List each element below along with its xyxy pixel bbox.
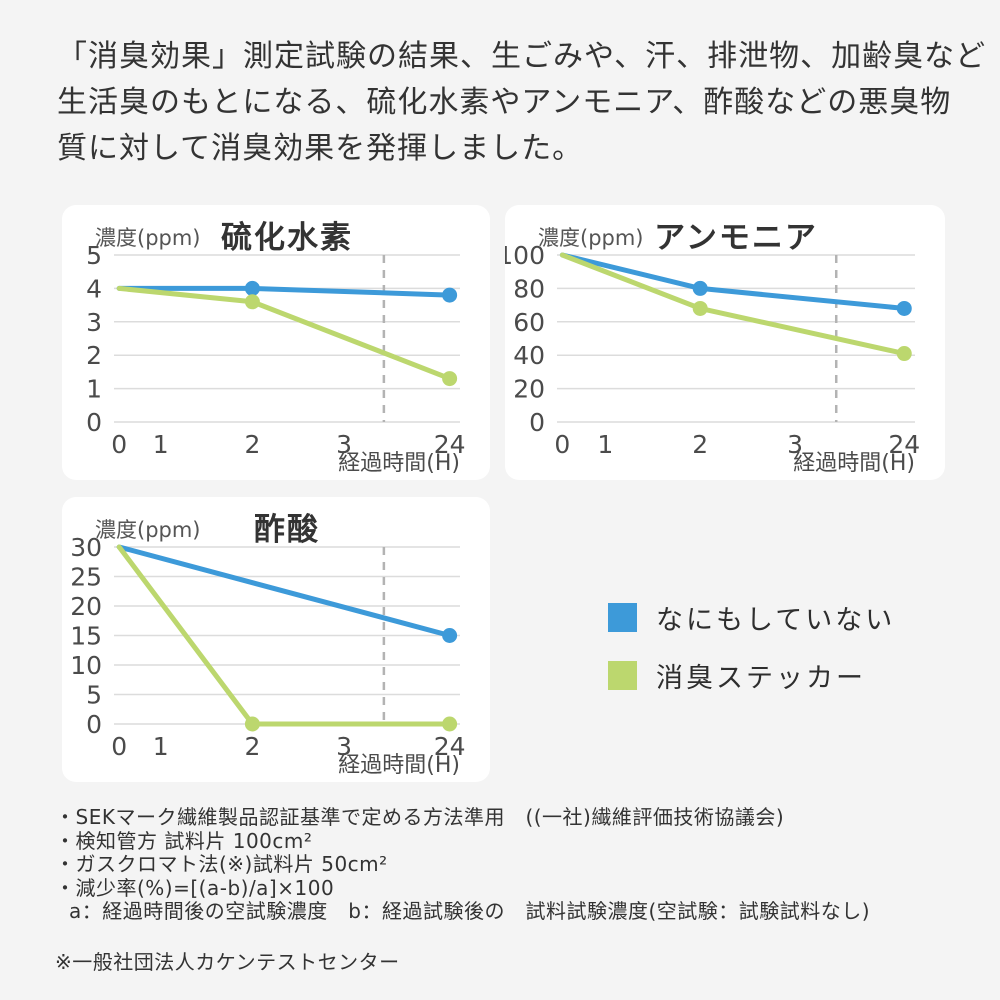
svg-text:40: 40 [513,341,545,370]
svg-text:濃度(ppm): 濃度(ppm) [95,226,201,250]
svg-text:2: 2 [86,341,102,370]
svg-text:10: 10 [70,651,102,680]
svg-text:経過時間(H): 経過時間(H) [338,753,460,778]
footnote-detection-tube: ・検知管方 試料片 100cm² [55,828,313,853]
intro-text-line-1: 「消臭効果」測定試験の結果、生ごみや、汗、排泄物、加齢臭など [57,39,987,74]
svg-text:5: 5 [86,681,102,710]
svg-text:30: 30 [70,533,102,562]
svg-text:0: 0 [529,408,545,437]
svg-text:60: 60 [513,308,545,337]
svg-text:3: 3 [336,430,352,459]
footnote-gas-chromatography: ・ガスクロマト法(※)試料片 50cm² [55,852,388,876]
svg-text:1: 1 [153,430,169,459]
svg-text:1: 1 [597,430,613,459]
svg-text:濃度(ppm): 濃度(ppm) [538,226,644,250]
svg-text:100: 100 [505,241,545,270]
svg-text:2: 2 [692,430,708,459]
svg-text:20: 20 [70,592,102,621]
svg-text:1: 1 [153,732,169,761]
footnotes: ・SEKマーク繊維製品認証基準で定める方法準用 ((一社)繊維評価技術協議会) … [55,805,871,974]
ammonia-chart-card: 100 80 60 40 20 0 0 1 2 3 24 アンモニア 濃度(ppm) 経過時間(H) [505,205,945,480]
svg-text:1: 1 [86,375,102,404]
legend-item-untreated: なにもしていない [608,598,895,637]
svg-text:酢酸: 酢酸 [254,512,320,548]
intro-text: 「消臭効果」測定試験の結果、生ごみや、汗、排泄物、加齢臭など 生活臭のもとになる… [57,34,986,172]
footnote-test-center: ※一般社団法人カケンテストセンター [55,949,400,974]
svg-text:3: 3 [787,430,803,459]
svg-text:25: 25 [70,563,102,592]
svg-text:20: 20 [513,375,545,404]
footnote-formula-terms: a：経過時間後の空試験濃度 b：経過試験後の 試料試験濃度(空試験：試験試料なし… [69,899,871,923]
svg-text:2: 2 [244,430,260,459]
green-legend-swatch [608,661,637,690]
acetic-acid-chart-card: 30 25 20 15 10 5 0 0 1 2 3 24 酢酸 濃度(ppm) 経過時間(H) [62,497,490,782]
legend-label-deodorant-sticker: 消臭ステッカー [656,663,866,694]
svg-text:4: 4 [86,274,102,303]
svg-text:経過時間(H): 経過時間(H) [793,451,915,476]
svg-text:24: 24 [434,430,466,459]
footnote-method: ・SEKマーク繊維製品認証基準で定める方法準用 ((一社)繊維評価技術協議会) [55,805,785,829]
svg-text:24: 24 [434,732,466,761]
svg-text:濃度(ppm): 濃度(ppm) [95,518,201,542]
svg-text:0: 0 [86,408,102,437]
svg-text:15: 15 [70,622,102,651]
legend-label-untreated: なにもしていない [656,605,896,636]
footnote-reduction-formula: ・減少率(%)=[(a-b)/a]×100 [55,875,335,900]
intro-text-line-3: 質に対して消臭効果を発揮しました。 [57,131,584,166]
svg-text:アンモニア: アンモニア [654,220,818,256]
svg-text:2: 2 [244,732,260,761]
intro-text-line-2: 生活臭のもとになる、硫化水素やアンモニア、酢酸などの悪臭物 [57,85,952,120]
legend: なにもしていない 消臭ステッカー [608,598,895,714]
svg-text:硫化水素: 硫化水素 [221,220,353,256]
svg-text:0: 0 [111,430,127,459]
svg-text:0: 0 [111,732,127,761]
svg-text:経過時間(H): 経過時間(H) [338,451,460,476]
legend-item-deodorant-sticker: 消臭ステッカー [608,656,895,695]
hydrogen-sulfide-chart-card: 5 4 3 2 1 0 0 1 2 3 24 硫化水素 濃度(ppm) 経過時間(H) [62,205,490,480]
svg-text:5: 5 [86,241,102,270]
svg-text:3: 3 [336,732,352,761]
blue-legend-swatch [608,603,637,632]
svg-text:0: 0 [86,710,102,739]
svg-text:24: 24 [888,430,920,459]
svg-text:3: 3 [86,308,102,337]
svg-text:80: 80 [513,274,545,303]
svg-text:0: 0 [554,430,570,459]
